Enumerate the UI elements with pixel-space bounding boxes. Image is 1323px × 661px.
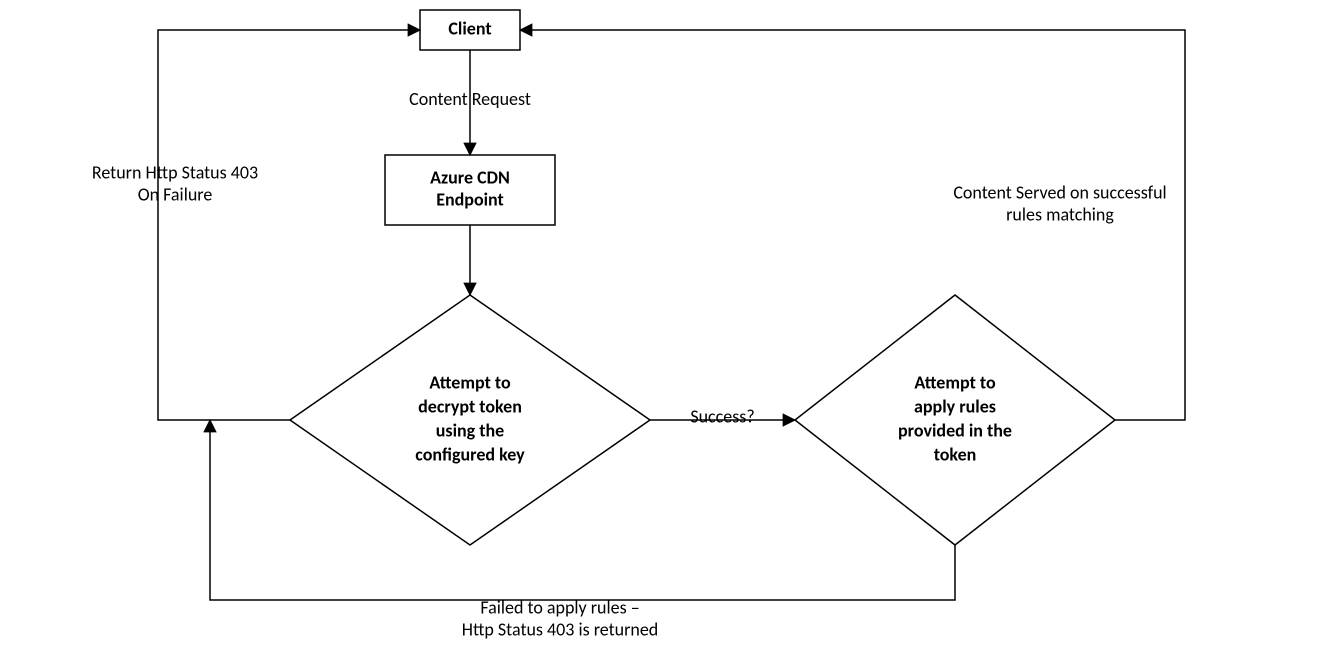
edge-content-request-label: Content Request [409,88,531,110]
svg-text:Attempt to: Attempt to [429,371,511,393]
svg-text:Http Status 403 is returned: Http Status 403 is returned [462,618,659,640]
svg-text:On Failure: On Failure [138,183,213,205]
svg-text:decrypt token: decrypt token [418,395,522,417]
svg-text:Failed to apply rules –: Failed to apply rules – [480,596,639,618]
svg-text:Endpoint: Endpoint [436,188,504,210]
svg-text:Content Served on successful: Content Served on successful [953,181,1166,203]
edge-content-served-label: Content Served on successfulrules matchi… [953,181,1166,225]
svg-text:configured key: configured key [415,443,525,465]
edge-failed-apply-label: Failed to apply rules –Http Status 403 i… [462,596,659,640]
svg-text:token: token [934,443,977,465]
svg-text:provided in the: provided in the [898,419,1012,441]
svg-text:using the: using the [436,419,504,441]
edge-success-label: Success? [690,405,754,427]
svg-text:Attempt to: Attempt to [914,371,996,393]
svg-text:apply rules: apply rules [914,395,996,417]
svg-text:Return Http Status 403: Return Http Status 403 [92,161,258,183]
edge-failed-apply [210,420,955,600]
endpoint-label: Azure CDNEndpoint [430,166,510,210]
apply-label: Attempt toapply rulesprovided in thetoke… [898,371,1012,465]
svg-text:rules matching: rules matching [1006,203,1114,225]
edge-return-403 [158,30,420,420]
svg-text:Azure CDN: Azure CDN [430,166,510,188]
decrypt-label: Attempt todecrypt tokenusing theconfigur… [415,371,525,465]
client-label: Client [448,17,491,39]
edge-return-403-label: Return Http Status 403On Failure [92,161,258,205]
